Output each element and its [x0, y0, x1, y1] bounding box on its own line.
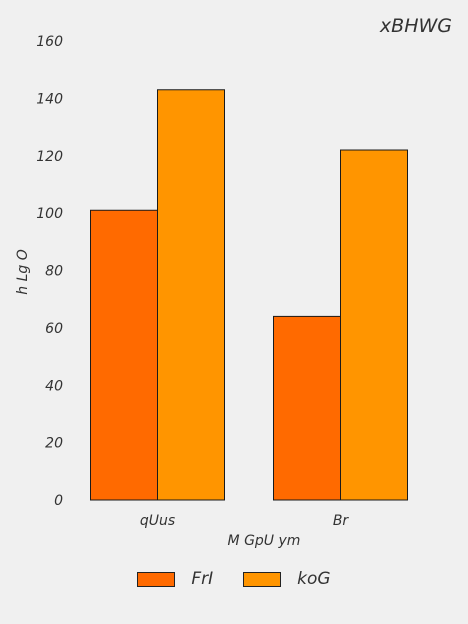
y-tick-label: 20 [45, 436, 63, 452]
x-axis-label: M GpU ym [228, 533, 301, 549]
bar-FrI-qUus [90, 209, 158, 501]
y-tick-label: 140 [36, 91, 63, 107]
y-tick-label: 60 [45, 321, 63, 337]
y-tick-label: 100 [36, 206, 63, 222]
legend-label: FrI [191, 569, 214, 589]
legend-swatch [137, 571, 176, 587]
y-axis-ticks: 0 20 40 60 80 100 120 140 160 [36, 34, 63, 509]
legend-label: koG [297, 569, 331, 589]
bars [90, 89, 408, 501]
bar-koG-Br [340, 149, 408, 501]
legend-item: koG [243, 569, 331, 589]
y-tick-label: 120 [36, 149, 63, 165]
y-tick-label: 0 [54, 493, 63, 509]
chart-title: xBHWG [379, 15, 452, 37]
legend: FrI koG [0, 569, 468, 589]
y-tick-label: 40 [45, 378, 63, 394]
x-axis-ticks: qUus Br [140, 513, 350, 529]
legend-item: FrI [137, 569, 213, 589]
x-tick-label: qUus [140, 513, 175, 529]
legend-swatch [243, 571, 282, 587]
y-tick-label: 80 [45, 264, 63, 280]
y-axis-label: h Lg O [15, 249, 31, 294]
bar-FrI-Br [273, 315, 341, 501]
y-tick-label: 160 [36, 34, 63, 50]
x-tick-label: Br [333, 513, 350, 529]
bar-koG-qUus [157, 89, 225, 501]
